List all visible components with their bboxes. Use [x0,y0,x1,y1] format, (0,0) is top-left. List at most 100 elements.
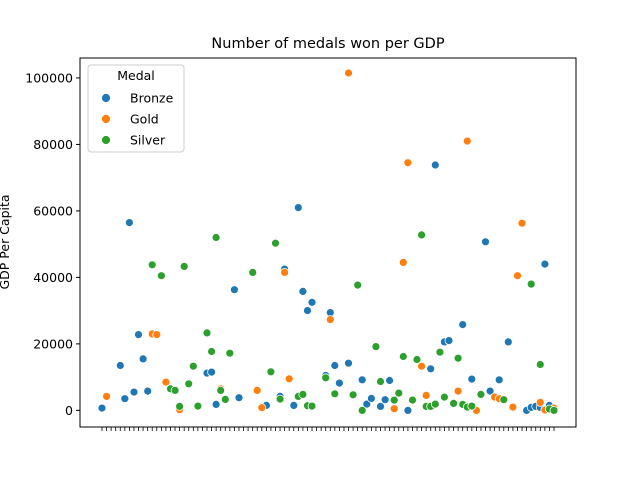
point-bronze [134,330,143,340]
legend-marker-silver [101,135,111,145]
y-axis-label: GDP Per Capita [0,194,12,289]
point-gold [152,330,162,340]
point-silver [476,389,486,399]
point-silver [417,230,427,240]
y-tick-label: 0 [65,403,73,418]
point-bronze [97,403,107,413]
point-silver [376,377,385,386]
point-bronze [229,285,239,295]
point-silver [549,405,559,415]
x-axis [101,427,555,431]
point-gold [453,386,463,396]
point-gold [462,136,472,146]
point-silver [307,401,317,411]
point-silver [526,279,536,289]
point-gold [161,377,171,387]
y-tick-label: 20000 [33,336,73,351]
point-bronze [120,394,130,404]
legend-label-bronze: Bronze [130,91,174,106]
legend-title: Medal [117,68,155,83]
legend-marker-bronze [101,93,111,103]
point-bronze [540,259,550,269]
point-silver [394,388,404,398]
legend: Medal Bronze Gold Silver [87,64,185,153]
point-gold [284,374,294,384]
point-gold [257,403,267,413]
point-silver [408,395,417,405]
point-silver [220,394,230,404]
point-gold [325,315,335,325]
point-bronze [467,374,477,384]
point-gold [417,361,427,371]
point-bronze [307,297,317,307]
point-bronze [115,361,125,370]
point-gold [398,257,408,267]
point-bronze [503,337,513,347]
point-bronze [344,358,353,368]
point-bronze [426,364,436,374]
point-silver [156,271,166,281]
point-silver [499,395,509,405]
point-silver [330,389,340,399]
point-bronze [366,393,376,403]
point-bronze [380,395,390,405]
point-gold [421,390,431,400]
point-gold [513,271,522,281]
y-tick-label: 60000 [33,203,73,218]
legend-box [87,64,185,153]
point-silver [266,367,276,377]
point-silver [211,233,221,242]
point-silver [398,352,408,361]
point-bronze [138,354,148,364]
point-gold [280,267,290,277]
legend-marker-gold [101,114,111,124]
point-silver [412,355,422,364]
point-silver [453,353,463,363]
point-bronze [444,336,454,346]
point-gold [102,391,111,401]
point-bronze [357,375,367,385]
point-gold [389,404,399,414]
point-silver [248,267,258,277]
y-tick-label: 40000 [33,270,73,285]
point-gold [535,397,545,407]
data-points [97,68,559,415]
point-silver [348,390,358,400]
point-silver [353,280,363,290]
point-silver [321,373,331,383]
point-bronze [385,376,395,385]
point-bronze [211,399,221,409]
point-bronze [293,203,303,213]
point-silver [202,328,212,338]
y-tick-label: 80000 [33,137,73,152]
point-silver [389,395,399,405]
point-silver [298,389,308,399]
point-silver [275,394,285,404]
point-bronze [458,320,468,330]
y-axis: 0 20000 40000 60000 80000 100000 [25,70,80,418]
point-silver [439,392,449,402]
point-gold [403,158,413,168]
point-silver [535,360,545,369]
point-silver [371,342,381,352]
point-bronze [494,375,504,385]
point-silver [435,347,445,357]
point-silver [175,401,185,411]
point-bronze [334,378,344,388]
point-bronze [481,237,490,247]
point-silver [357,405,367,415]
point-silver [467,401,477,411]
point-bronze [362,399,372,409]
y-tick-label: 100000 [25,70,73,85]
point-silver [193,401,203,411]
point-bronze [143,386,153,396]
point-bronze [207,367,217,377]
point-silver [207,347,217,356]
legend-label-gold: Gold [130,112,159,127]
point-gold [344,68,353,78]
point-bronze [330,361,340,370]
point-bronze [485,386,495,396]
point-bronze [303,306,312,316]
point-silver [147,260,157,270]
